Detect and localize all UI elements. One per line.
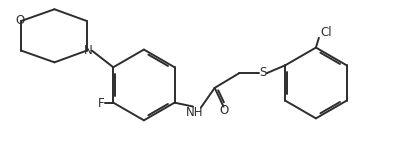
Text: N: N [83,44,92,57]
Text: O: O [15,14,25,27]
Text: O: O [219,104,228,117]
Text: S: S [259,66,266,79]
Text: NH: NH [186,106,204,119]
Text: Cl: Cl [320,26,332,39]
Text: F: F [98,97,105,110]
